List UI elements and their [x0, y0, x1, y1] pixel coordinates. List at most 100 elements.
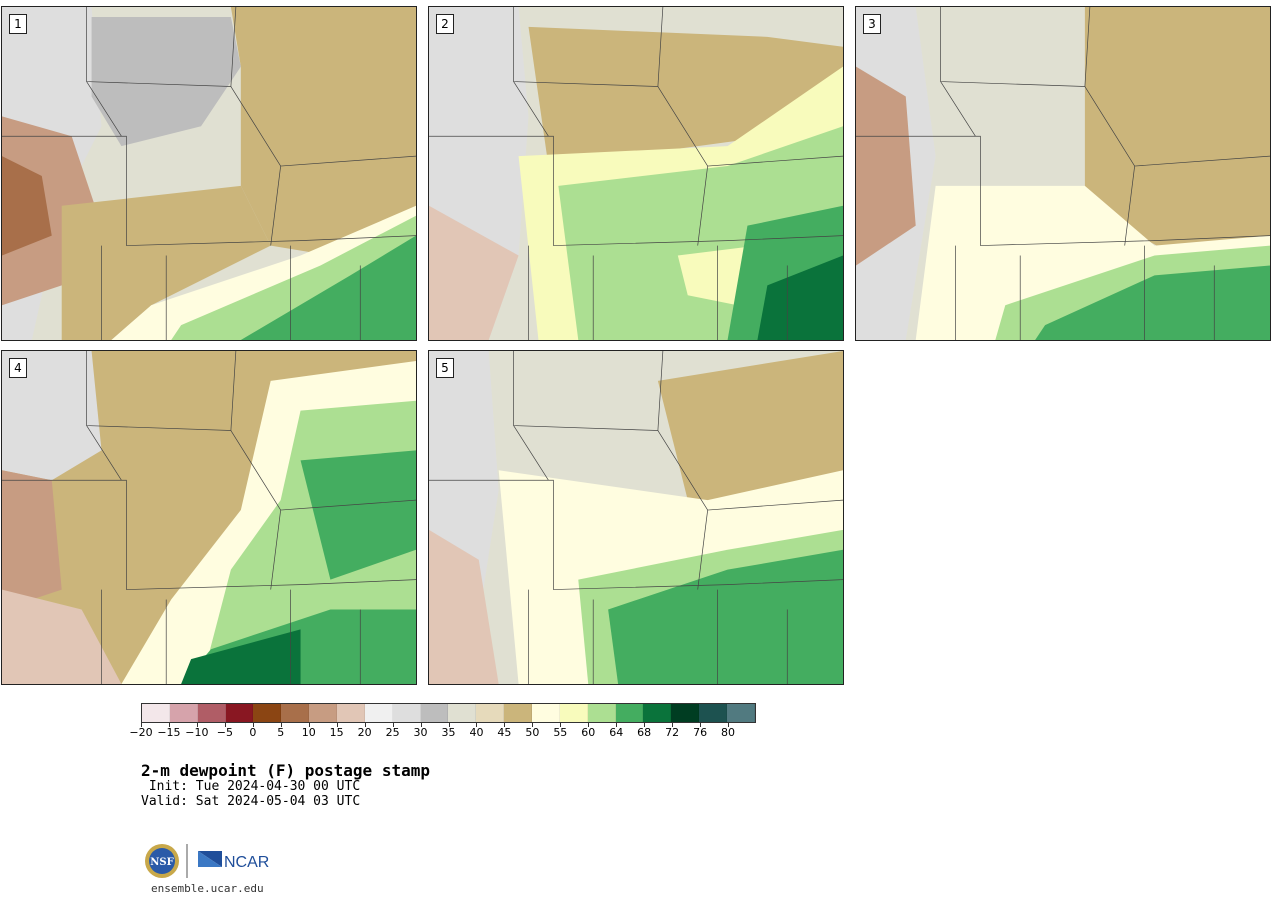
dewpoint-region [240, 235, 416, 340]
colorbar-swatch [448, 704, 477, 722]
dewpoint-map-1 [2, 7, 416, 340]
colorbar-tick [476, 723, 478, 727]
colorbar-tick-label: 25 [385, 726, 400, 739]
colorbar-swatch [392, 704, 421, 722]
colorbar [141, 703, 756, 723]
colorbar-swatch [504, 704, 533, 722]
colorbar-swatch [197, 704, 226, 722]
panel-label-2: 2 [436, 14, 454, 34]
state-border [280, 155, 416, 167]
state-border [126, 235, 416, 246]
colorbar-tick [532, 723, 534, 727]
dewpoint-map-3 [856, 7, 1270, 340]
state-border [126, 579, 416, 590]
colorbar-tick [252, 723, 254, 727]
dewpoint-region [429, 529, 499, 684]
colorbar-swatch [699, 704, 728, 722]
state-border [513, 425, 549, 481]
nsf-seal-icon: NSF [145, 844, 179, 878]
colorbar-tick [644, 723, 646, 727]
dewpoint-region [608, 549, 843, 684]
panel-label-4: 4 [9, 358, 27, 378]
colorbar-tick [196, 723, 198, 727]
colorbar-tick-labels: −20 −15 −10 −5 0 5 10 15 20 25 30 35 40 45 50 55 60 64 68 7… [129, 726, 756, 742]
state-border [513, 7, 664, 87]
dewpoint-map-2 [429, 7, 843, 340]
state-border [429, 479, 554, 590]
state-border [1084, 86, 1136, 246]
colorbar-swatch [727, 704, 755, 722]
state-border [2, 135, 127, 246]
colorbar-tick [672, 723, 674, 727]
colorbar-tick-label: 50 [525, 726, 540, 739]
colorbar-tick [560, 723, 562, 727]
site-url: ensemble.ucar.edu [151, 882, 264, 895]
colorbar-tick-label: −15 [157, 726, 181, 739]
state-border [1134, 155, 1270, 167]
colorbar-tick-label: 10 [301, 726, 316, 739]
state-border [429, 135, 554, 246]
colorbar-tick [168, 723, 170, 727]
state-border [553, 579, 843, 590]
colorbar-swatch [559, 704, 588, 722]
init-time: Init: Tue 2024-04-30 00 UTC [141, 779, 361, 794]
stamp-panel-3: 3 [855, 6, 1271, 341]
colorbar-tick-label: 30 [413, 726, 428, 739]
stamp-panel-2: 2 [428, 6, 844, 341]
colorbar-tick-label: 80 [721, 726, 736, 739]
colorbar-tick-label: 60 [581, 726, 596, 739]
colorbar-tick-label: 5 [277, 726, 285, 739]
colorbar-tick [728, 723, 730, 727]
colorbar-swatch [671, 704, 700, 722]
panel-label-1: 1 [9, 14, 27, 34]
valid-time: Valid: Sat 2024-05-04 03 UTC [141, 794, 361, 809]
colorbar-tick-label: −5 [216, 726, 233, 739]
colorbar-swatch [420, 704, 449, 722]
state-border [513, 351, 664, 431]
colorbar-tickmarks [141, 723, 756, 727]
dewpoint-region [1035, 265, 1270, 340]
state-border [940, 81, 976, 137]
state-border [86, 425, 122, 481]
colorbar-swatch [615, 704, 644, 722]
dewpoint-region [2, 589, 122, 684]
nsf-text: NSF [150, 857, 173, 868]
colorbar-swatch [281, 704, 310, 722]
colorbar-swatch [476, 704, 505, 722]
state-border [86, 7, 237, 87]
dewpoint-region [2, 470, 62, 610]
colorbar-tick-label: 15 [329, 726, 344, 739]
colorbar-tick [224, 723, 226, 727]
colorbar-swatch [142, 704, 170, 722]
ncar-logo-icon: NCAR [198, 851, 269, 871]
colorbar-tick [588, 723, 590, 727]
colorbar-swatch [225, 704, 254, 722]
state-border [856, 135, 981, 246]
stamp-panel-4: 4 [1, 350, 417, 685]
stamp-panel-5: 5 [428, 350, 844, 685]
colorbar-swatch [337, 704, 365, 722]
colorbar-tick-label: 72 [665, 726, 680, 739]
colorbar-tick-label: −10 [185, 726, 209, 739]
colorbar-tick [448, 723, 450, 727]
ncar-text: NCAR [224, 854, 269, 871]
dewpoint-map-4 [2, 351, 416, 684]
state-border [280, 499, 416, 511]
colorbar-tick [364, 723, 366, 727]
colorbar-swatch [532, 704, 560, 722]
colorbar-tick-label: −20 [129, 726, 153, 739]
chart-title: 2-m dewpoint (F) postage stamp [141, 761, 430, 780]
panel-label-3: 3 [863, 14, 881, 34]
colorbar-tick [336, 723, 338, 727]
colorbar-tick [141, 723, 142, 727]
dewpoint-region [181, 629, 301, 684]
colorbar-tick [280, 723, 282, 727]
state-border [513, 81, 549, 137]
colorbar-swatch [587, 704, 616, 722]
colorbar-tick [700, 723, 702, 727]
dewpoint-region [429, 205, 519, 340]
dewpoint-region [300, 450, 416, 580]
state-border [86, 351, 237, 431]
dewpoint-region [2, 351, 102, 481]
stamp-panel-1: 1 [1, 6, 417, 341]
